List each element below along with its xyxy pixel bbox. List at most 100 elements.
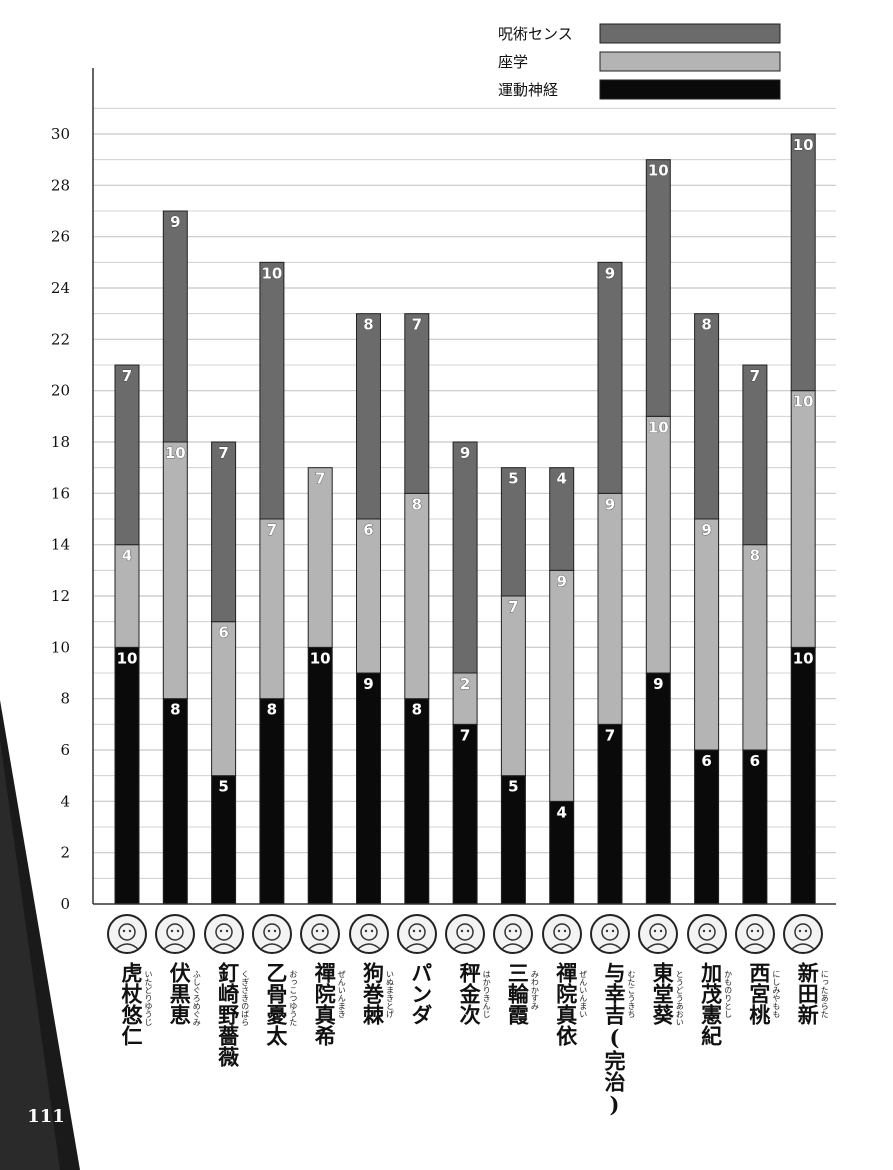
- bar-segment-jujutsu_sense: [452, 441, 478, 674]
- bar-value-label: 10: [165, 444, 186, 462]
- nitta-face-icon: [783, 914, 824, 954]
- bar-value-label: 10: [793, 393, 814, 411]
- character-name-reading: ぜんいんまい: [578, 970, 588, 1018]
- bar-value-label: 9: [605, 264, 615, 282]
- bar-value-label: 8: [750, 547, 760, 565]
- bar-segment-athletics: [307, 646, 333, 905]
- legend-swatch-academics: [599, 51, 781, 72]
- character-name-reading: おっこつゆうた: [288, 970, 298, 1026]
- bar-segment-jujutsu_sense: [790, 133, 816, 392]
- legend-label: 座学: [498, 53, 528, 71]
- character-name: 禪院真希: [312, 962, 338, 1046]
- maki-face-icon: [300, 914, 341, 954]
- bar-segment-jujutsu_sense: [694, 313, 720, 520]
- bar-segment-athletics: [162, 698, 188, 905]
- legend-label: 運動神経: [498, 81, 558, 99]
- y-tick-label: 2: [60, 844, 70, 862]
- nishimiya-face-icon: [734, 914, 775, 954]
- character-name-reading: かものりとし: [723, 970, 733, 1018]
- bar-segment-academics: [307, 467, 333, 648]
- bar-segment-academics: [452, 672, 478, 725]
- bar-segment-athletics: [645, 672, 671, 905]
- bar-value-label: 7: [315, 470, 325, 488]
- bar-segment-jujutsu_sense: [404, 313, 430, 494]
- bar-segment-academics: [211, 621, 237, 777]
- y-tick-label: 26: [51, 228, 70, 246]
- character-name: 秤金次: [457, 962, 483, 1025]
- bar-segment-academics: [597, 492, 623, 725]
- bar-value-label: 9: [460, 444, 470, 462]
- bar-value-label: 6: [750, 752, 760, 770]
- bar-value-label: 9: [701, 521, 711, 539]
- y-tick-label: 22: [51, 330, 70, 348]
- legend-label: 呪術センス: [498, 25, 573, 43]
- bar-value-label: 9: [605, 495, 615, 513]
- bar-segment-athletics: [790, 646, 816, 905]
- character-name: 加茂憲紀: [698, 962, 724, 1046]
- bar-value-label: 9: [556, 572, 566, 590]
- bar-segment-athletics: [597, 723, 623, 905]
- y-tick-label: 8: [60, 690, 70, 708]
- y-tick-label: 24: [51, 279, 70, 297]
- bar-value-label: 9: [653, 675, 663, 693]
- bar-segment-jujutsu_sense: [211, 441, 237, 623]
- bar-segment-jujutsu_sense: [500, 467, 526, 597]
- bar-value-label: 9: [363, 675, 373, 693]
- y-tick-label: 18: [51, 433, 70, 451]
- bar-segment-jujutsu_sense: [259, 261, 285, 520]
- bar-value-label: 10: [793, 136, 814, 154]
- bar-value-label: 7: [508, 598, 518, 616]
- bar-segment-athletics: [259, 698, 285, 905]
- miwa-face-icon: [493, 914, 534, 954]
- character-name-reading: くぎさきのばら: [240, 970, 250, 1026]
- bar-value-label: 7: [412, 316, 422, 334]
- bar-segment-academics: [790, 390, 816, 648]
- bar-segment-athletics: [452, 723, 478, 905]
- character-name-reading: はかりきんじ: [482, 970, 492, 1018]
- bar-segment-academics: [645, 415, 671, 674]
- bar-value-label: 7: [218, 444, 228, 462]
- bar-value-label: 10: [648, 418, 669, 436]
- bar-segment-jujutsu_sense: [742, 364, 768, 546]
- fushiguro-face-icon: [155, 914, 196, 954]
- bar-segment-athletics: [549, 800, 575, 905]
- mai-face-icon: [541, 914, 582, 954]
- y-tick-label: 0: [60, 895, 70, 913]
- bar-segment-jujutsu_sense: [114, 364, 140, 546]
- character-name: 東堂葵: [650, 962, 676, 1025]
- bar-segment-jujutsu_sense: [549, 467, 575, 571]
- okkotsu-face-icon: [251, 914, 292, 954]
- bar-segment-academics: [742, 544, 768, 751]
- bar-value-label: 8: [170, 701, 180, 719]
- character-name-reading: ぜんいんまき: [337, 970, 347, 1018]
- bar-value-label: 7: [605, 726, 615, 744]
- bar-value-label: 7: [122, 367, 132, 385]
- bar-value-label: 10: [793, 649, 814, 667]
- bar-value-label: 2: [460, 675, 470, 693]
- bar-segment-athletics: [694, 749, 720, 905]
- character-name-reading: みわかすみ: [530, 970, 540, 1010]
- bar-segment-athletics: [500, 775, 526, 905]
- bar-segment-academics: [549, 569, 575, 802]
- y-tick-label: 14: [51, 536, 70, 554]
- bar-segment-athletics: [356, 672, 381, 905]
- bar-value-label: 9: [170, 213, 180, 231]
- character-name: パンダ: [408, 962, 434, 1025]
- bar-segment-academics: [500, 595, 526, 777]
- itadori-face-icon: [107, 914, 147, 954]
- bar-value-label: 8: [412, 701, 422, 719]
- bar-segment-jujutsu_sense: [597, 261, 623, 494]
- bar-segment-academics: [694, 518, 720, 751]
- bar-value-label: 8: [701, 316, 711, 334]
- character-name: 西宮桃: [746, 962, 772, 1025]
- bar-segment-athletics: [114, 646, 140, 905]
- character-name-reading: にしみやもも: [771, 970, 781, 1018]
- bar-value-label: 7: [460, 726, 470, 744]
- bar-value-label: 7: [750, 367, 760, 385]
- bar-value-label: 4: [122, 547, 132, 565]
- bar-segment-academics: [259, 518, 285, 700]
- bar-value-label: 7: [267, 521, 277, 539]
- bar-segment-academics: [356, 518, 381, 674]
